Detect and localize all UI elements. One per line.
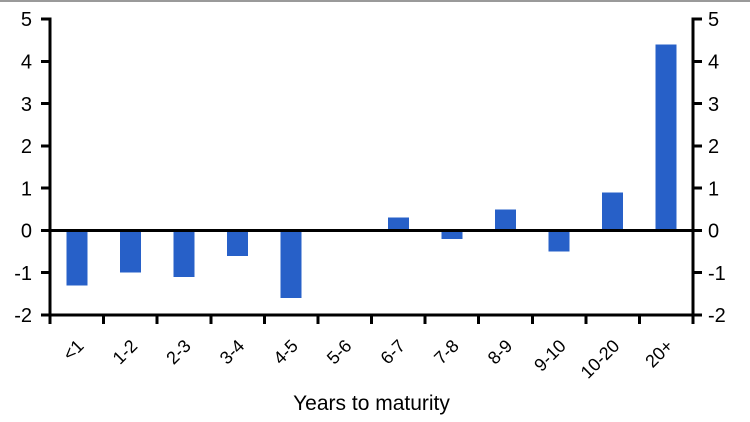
x-tick-label-4-5: 4-5 — [269, 336, 302, 369]
y-tick-label-right-0: 0 — [708, 221, 719, 243]
y-tick-label-right-5: 5 — [708, 9, 719, 31]
axes-group — [48, 17, 695, 324]
bar-3-4 — [227, 230, 248, 256]
x-tick-label-2-3: 2-3 — [162, 336, 195, 369]
y-tick-label-left-2: 2 — [21, 136, 32, 158]
y-tick-label-left-5: 5 — [21, 9, 32, 31]
y-tick-labels-right: -2 -1 0 1 2 3 4 5 — [708, 9, 726, 327]
bar-10-20 — [602, 192, 624, 231]
bar-<1 — [66, 230, 88, 286]
y-tick-label-right--1: -1 — [708, 263, 726, 285]
bar-20+ — [655, 44, 677, 231]
x-tick-label-6-7: 6-7 — [377, 336, 410, 369]
x-tick-label-7-8: 7-8 — [430, 336, 463, 369]
y-tick-label-right-1: 1 — [708, 178, 719, 200]
y-tick-label-right-3: 3 — [708, 94, 719, 116]
y-tick-label-left--2: -2 — [14, 305, 32, 327]
x-tick-label-20+: 20+ — [641, 336, 677, 372]
y-tick-label-left--1: -1 — [14, 263, 32, 285]
bar-6-7 — [387, 217, 409, 231]
x-tick-label-1-2: 1-2 — [109, 336, 142, 369]
x-axis-title: Years to maturity — [293, 392, 450, 415]
bar-8-9 — [495, 209, 516, 231]
x-tick-label-9-10: 9-10 — [530, 336, 570, 376]
bar-4-5 — [280, 230, 302, 299]
x-tick-label-3-4: 3-4 — [216, 336, 249, 369]
x-tick-label-8-9: 8-9 — [484, 336, 517, 369]
y-tick-labels-left: -2 -1 0 1 2 3 4 5 — [14, 9, 32, 327]
y-tick-label-left-0: 0 — [21, 221, 32, 243]
x-tick-label-<1: <1 — [59, 336, 88, 365]
y-tick-label-right--2: -2 — [708, 305, 726, 327]
y-tick-label-left-1: 1 — [21, 178, 32, 200]
y-tick-label-right-2: 2 — [708, 136, 719, 158]
x-axis-ticks — [48, 315, 695, 324]
bar-1-2 — [119, 230, 141, 273]
y-tick-label-left-3: 3 — [21, 94, 32, 116]
bar-2-3 — [173, 230, 195, 277]
x-tick-label-10-20: 10-20 — [577, 336, 624, 383]
bar-7-8 — [441, 230, 463, 239]
x-tick-labels: <1 1-2 2-3 3-4 4-5 5-6 6-7 7-8 8-9 9-10 10-20 20+ — [59, 336, 677, 383]
bar-9-10 — [548, 230, 570, 252]
x-tick-label-5-6: 5-6 — [323, 336, 356, 369]
y-tick-label-right-4: 4 — [708, 52, 719, 74]
y-tick-label-left-4: 4 — [21, 52, 32, 74]
bars-group — [66, 44, 677, 299]
top-divider-line — [0, 0, 750, 2]
